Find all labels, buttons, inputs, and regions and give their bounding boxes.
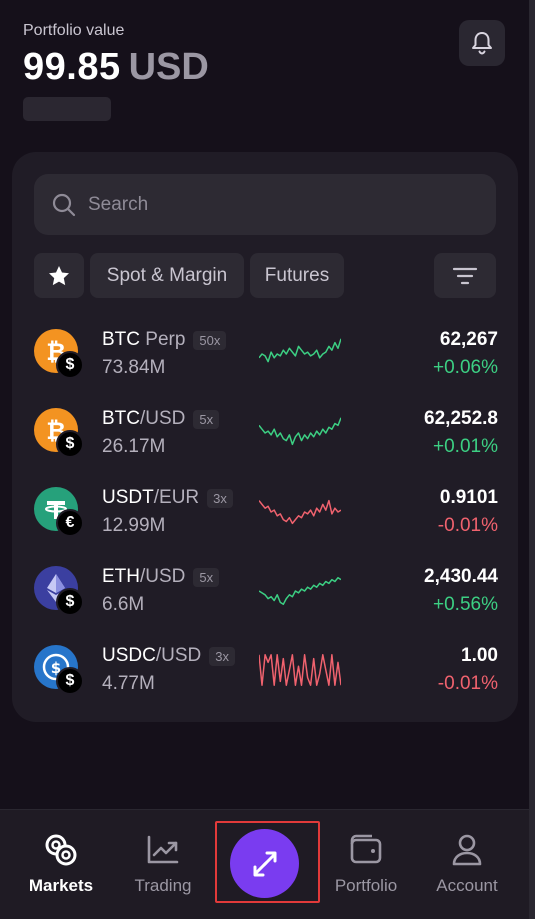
search-icon (52, 193, 76, 216)
portfolio-change-placeholder (23, 97, 111, 121)
price-change: -0.01% (437, 515, 498, 536)
pair-base: USDT (102, 487, 154, 508)
nav-account[interactable]: Account (417, 810, 517, 919)
leverage-badge: 5x (193, 567, 220, 587)
market-row[interactable]: ₿ $ BTC / USD 5x 26.17M 62,252.8 +0.01% (34, 406, 498, 466)
pair-separator: / (153, 487, 160, 508)
market-row[interactable]: $ ETH / USD 5x 6.6M 2,430.44 +0.56% (34, 564, 498, 624)
scrollbar-track (529, 0, 535, 919)
tab-spot-margin[interactable]: Spot & Margin (90, 253, 244, 298)
tab-futures[interactable]: Futures (250, 253, 344, 298)
markets-icon (41, 830, 81, 870)
dollar-icon: $ (56, 667, 84, 695)
market-pair: BTC / USD 5x (102, 408, 220, 430)
nav-trading-label: Trading (134, 876, 192, 895)
nav-markets-label: Markets (28, 876, 94, 895)
nav-portfolio-label: Portfolio (334, 876, 398, 895)
portfolio-currency: USD (128, 46, 209, 88)
sparkline-chart (258, 651, 342, 694)
market-volume: 6.6M (102, 594, 145, 615)
filter-icon (452, 267, 478, 284)
pair-quote: USD (161, 645, 202, 666)
bell-icon (472, 32, 492, 55)
euro-icon: € (56, 509, 84, 537)
pair-separator: / (155, 645, 162, 666)
trade-button[interactable] (230, 829, 299, 898)
leverage-badge: 3x (209, 646, 235, 666)
dollar-icon: $ (56, 430, 84, 458)
wallet-icon (346, 830, 386, 870)
sparkline-chart (258, 572, 342, 615)
trending-chart-icon (143, 830, 183, 870)
market-volume: 12.99M (102, 515, 166, 536)
search-placeholder: Search (88, 193, 149, 215)
market-filters: Spot & Margin Futures (34, 253, 496, 298)
portfolio-value-label: Portfolio value (23, 22, 125, 39)
market-row[interactable]: ₿ $ BTC Perp 50x 73.84M 62,267 +0.06% (34, 327, 498, 387)
bottom-nav: Markets Trading Portfolio (0, 809, 529, 919)
nav-portfolio[interactable]: Portfolio (316, 810, 416, 919)
user-icon (447, 830, 487, 870)
pair-quote: USD (145, 566, 186, 587)
market-price: 62,252.8 (424, 408, 498, 429)
pair-quote: Perp (145, 329, 186, 350)
pair-base: BTC (102, 408, 140, 429)
portfolio-header: Portfolio value 99.85 USD (23, 20, 505, 132)
nav-markets[interactable]: Markets (11, 810, 111, 919)
market-pair: USDT / EUR 3x (102, 487, 233, 509)
portfolio-value-row: 99.85 USD (23, 46, 505, 89)
market-pair: ETH / USD 5x (102, 566, 220, 588)
swap-arrows-icon (253, 851, 276, 876)
sort-filter-button[interactable] (434, 253, 496, 298)
markets-card: Search Spot & Margin Futures ₿ $ BTC Perp 5… (12, 152, 518, 722)
price-change: -0.01% (437, 673, 498, 694)
price-change: +0.56% (433, 594, 498, 615)
notifications-button[interactable] (459, 20, 505, 66)
nav-trading[interactable]: Trading (113, 810, 213, 919)
pair-base: BTC (102, 329, 140, 350)
leverage-badge: 3x (207, 488, 233, 508)
pair-base: ETH (102, 566, 140, 587)
star-icon (49, 265, 69, 285)
dollar-icon: $ (56, 588, 84, 616)
pair-separator: / (140, 408, 146, 429)
trade-button-highlight (215, 821, 320, 903)
svg-text:$: $ (51, 659, 61, 677)
market-row[interactable]: € USDT / EUR 3x 12.99M 0.9101 -0.01% (34, 485, 498, 545)
leverage-badge: 5x (193, 409, 220, 429)
pair-quote: USD (145, 408, 186, 429)
market-row[interactable]: $ $ USDC / USD 3x 4.77M 1.00 -0.01% (34, 643, 498, 703)
market-price: 1.00 (461, 645, 498, 666)
market-volume: 73.84M (102, 357, 166, 378)
dollar-icon: $ (56, 351, 84, 379)
market-volume: 26.17M (102, 436, 166, 457)
sparkline-chart (258, 493, 342, 536)
portfolio-value: 99.85 (23, 46, 121, 88)
sparkline-chart (258, 414, 342, 457)
favorites-filter[interactable] (34, 253, 84, 298)
pair-base: USDC (102, 645, 156, 666)
pair-quote: EUR (159, 487, 200, 508)
market-pair: USDC / USD 3x (102, 645, 235, 667)
leverage-badge: 50x (193, 330, 227, 350)
search-input[interactable]: Search (34, 174, 496, 235)
price-change: +0.06% (433, 357, 498, 378)
market-price: 62,267 (439, 329, 498, 350)
market-price: 2,430.44 (424, 566, 498, 587)
sparkline-chart (258, 335, 342, 378)
pair-separator: / (140, 566, 146, 587)
market-pair: BTC Perp 50x (102, 329, 227, 351)
nav-account-label: Account (436, 876, 498, 895)
market-volume: 4.77M (102, 673, 155, 694)
market-price: 0.9101 (439, 487, 498, 508)
price-change: +0.01% (433, 436, 498, 457)
